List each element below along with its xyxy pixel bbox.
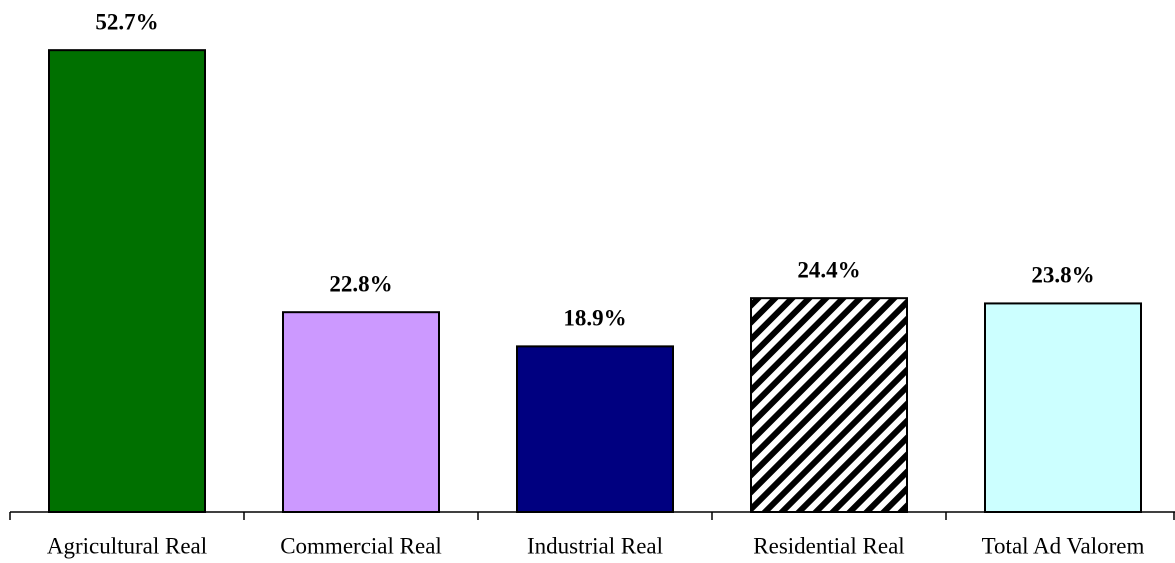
bar (282, 311, 440, 513)
x-tick-label: Commercial Real (280, 533, 442, 558)
value-label: 24.4% (797, 257, 860, 282)
x-tick-label: Residential Real (753, 533, 904, 558)
value-label: 18.9% (563, 306, 626, 331)
x-tick-label: Industrial Real (527, 533, 663, 558)
bar (984, 302, 1142, 513)
bar (750, 297, 908, 513)
x-tick-label: Total Ad Valorem (982, 533, 1145, 558)
bar (516, 345, 674, 513)
value-label: 23.8% (1031, 263, 1094, 288)
x-tick-label: Agricultural Real (47, 533, 207, 558)
value-label: 22.8% (329, 271, 392, 296)
bar (48, 49, 206, 513)
value-label: 52.7% (95, 9, 158, 34)
